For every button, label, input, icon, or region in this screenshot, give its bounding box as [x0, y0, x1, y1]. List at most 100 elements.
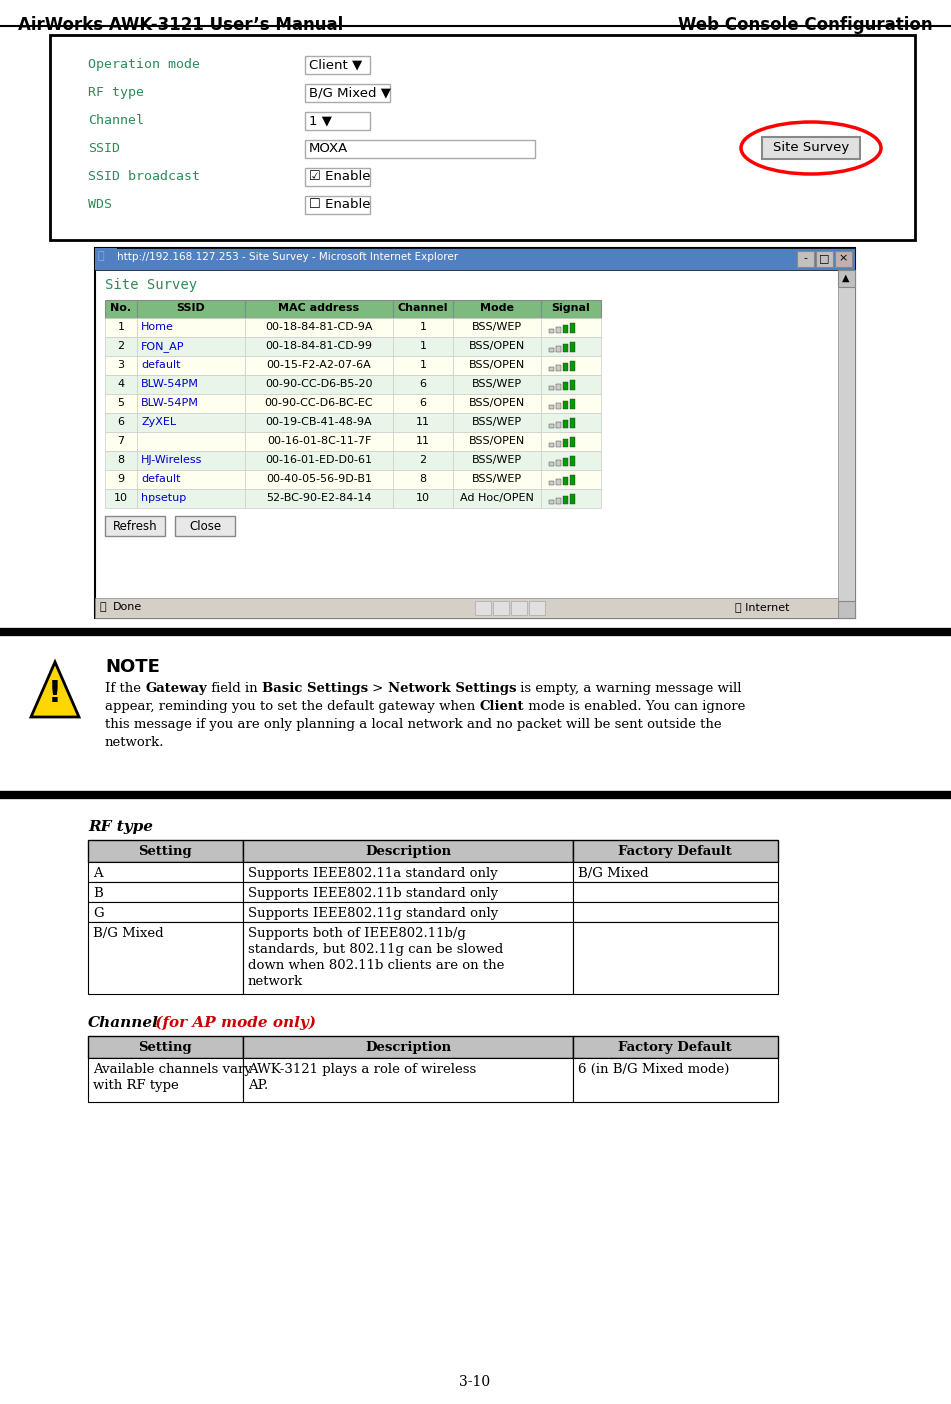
Text: 9: 9: [117, 475, 125, 484]
Bar: [137, 395, 245, 413]
Text: 🌍 Internet: 🌍 Internet: [735, 602, 789, 612]
Text: Basic Settings: Basic Settings: [262, 682, 368, 695]
Text: FON_AP: FON_AP: [141, 341, 184, 352]
Text: 4: 4: [117, 379, 125, 389]
Bar: [570, 475, 575, 484]
Text: B/G Mixed ▼: B/G Mixed ▼: [309, 86, 391, 100]
Bar: [570, 456, 575, 466]
Bar: [563, 344, 568, 352]
Text: RF type: RF type: [88, 86, 144, 100]
Text: Mode: Mode: [480, 303, 514, 313]
Text: Supports both of IEEE802.11b/g: Supports both of IEEE802.11b/g: [248, 927, 466, 941]
Text: 00-90-CC-D6-BC-EC: 00-90-CC-D6-BC-EC: [264, 397, 374, 409]
Text: 8: 8: [117, 455, 125, 465]
Bar: [137, 470, 245, 489]
Bar: [245, 413, 393, 432]
Bar: [556, 423, 561, 428]
Bar: [541, 300, 601, 317]
Bar: [88, 922, 243, 994]
Bar: [393, 489, 453, 508]
Text: 2: 2: [419, 455, 427, 465]
Bar: [393, 432, 453, 451]
Bar: [549, 404, 554, 409]
Bar: [105, 470, 137, 489]
Text: ☑ Enable: ☑ Enable: [309, 170, 371, 183]
Text: Web Console Configuration: Web Console Configuration: [678, 15, 933, 34]
Bar: [243, 1036, 573, 1059]
Bar: [838, 270, 855, 286]
Bar: [549, 329, 554, 333]
Text: BLW-54PM: BLW-54PM: [141, 397, 199, 409]
Text: 10: 10: [114, 493, 128, 503]
Bar: [245, 300, 393, 317]
Text: Client ▼: Client ▼: [309, 58, 362, 72]
Text: 6: 6: [118, 417, 125, 427]
Bar: [453, 395, 541, 413]
Bar: [137, 432, 245, 451]
Bar: [175, 517, 235, 536]
Bar: [556, 345, 561, 352]
Bar: [453, 451, 541, 470]
Bar: [573, 882, 778, 901]
Text: G: G: [93, 907, 104, 920]
Text: Site Survey: Site Survey: [105, 278, 197, 292]
Bar: [563, 324, 568, 333]
Text: Signal: Signal: [552, 303, 591, 313]
Bar: [105, 395, 137, 413]
Bar: [493, 601, 509, 615]
Bar: [573, 1036, 778, 1059]
Text: 00-16-01-ED-D0-61: 00-16-01-ED-D0-61: [265, 455, 373, 465]
Bar: [541, 432, 601, 451]
Text: BSS/OPEN: BSS/OPEN: [469, 341, 525, 351]
Bar: [393, 317, 453, 337]
Text: appear, reminding you to set the default gateway when: appear, reminding you to set the default…: [105, 701, 479, 713]
Text: 📶: 📶: [100, 602, 107, 612]
Bar: [105, 489, 137, 508]
Bar: [556, 403, 561, 409]
Bar: [245, 395, 393, 413]
Bar: [541, 395, 601, 413]
Bar: [570, 380, 575, 390]
Bar: [105, 517, 165, 536]
Text: !: !: [49, 680, 62, 709]
Text: 6: 6: [419, 397, 426, 409]
Bar: [570, 418, 575, 428]
Text: Site Survey: Site Survey: [773, 140, 849, 154]
Text: with RF type: with RF type: [93, 1080, 179, 1092]
Bar: [305, 197, 370, 213]
Text: 10: 10: [416, 493, 430, 503]
Bar: [453, 317, 541, 337]
Bar: [556, 441, 561, 446]
Bar: [556, 365, 561, 371]
Text: Ad Hoc/OPEN: Ad Hoc/OPEN: [460, 493, 534, 503]
Bar: [245, 489, 393, 508]
Text: 00-40-05-56-9D-B1: 00-40-05-56-9D-B1: [266, 475, 372, 484]
Bar: [95, 249, 117, 270]
Bar: [541, 489, 601, 508]
Bar: [549, 348, 554, 352]
Bar: [305, 84, 390, 102]
Bar: [541, 470, 601, 489]
Bar: [541, 337, 601, 357]
Bar: [570, 343, 575, 352]
Text: □: □: [819, 253, 829, 263]
Bar: [541, 317, 601, 337]
Bar: [838, 601, 855, 618]
Text: 52-BC-90-E2-84-14: 52-BC-90-E2-84-14: [266, 493, 372, 503]
Text: SSID broadcast: SSID broadcast: [88, 170, 200, 183]
Bar: [556, 327, 561, 333]
Polygon shape: [31, 663, 79, 717]
Bar: [570, 494, 575, 504]
Text: Channel: Channel: [88, 1016, 159, 1031]
Text: BSS/WEP: BSS/WEP: [472, 417, 522, 427]
Text: default: default: [141, 475, 181, 484]
Text: ×: ×: [839, 253, 847, 263]
Bar: [95, 249, 855, 618]
Bar: [105, 432, 137, 451]
Text: default: default: [141, 359, 181, 371]
Bar: [305, 112, 370, 131]
Text: 00-90-CC-D6-B5-20: 00-90-CC-D6-B5-20: [265, 379, 373, 389]
Bar: [453, 375, 541, 395]
Bar: [556, 479, 561, 484]
Text: B: B: [93, 887, 103, 900]
